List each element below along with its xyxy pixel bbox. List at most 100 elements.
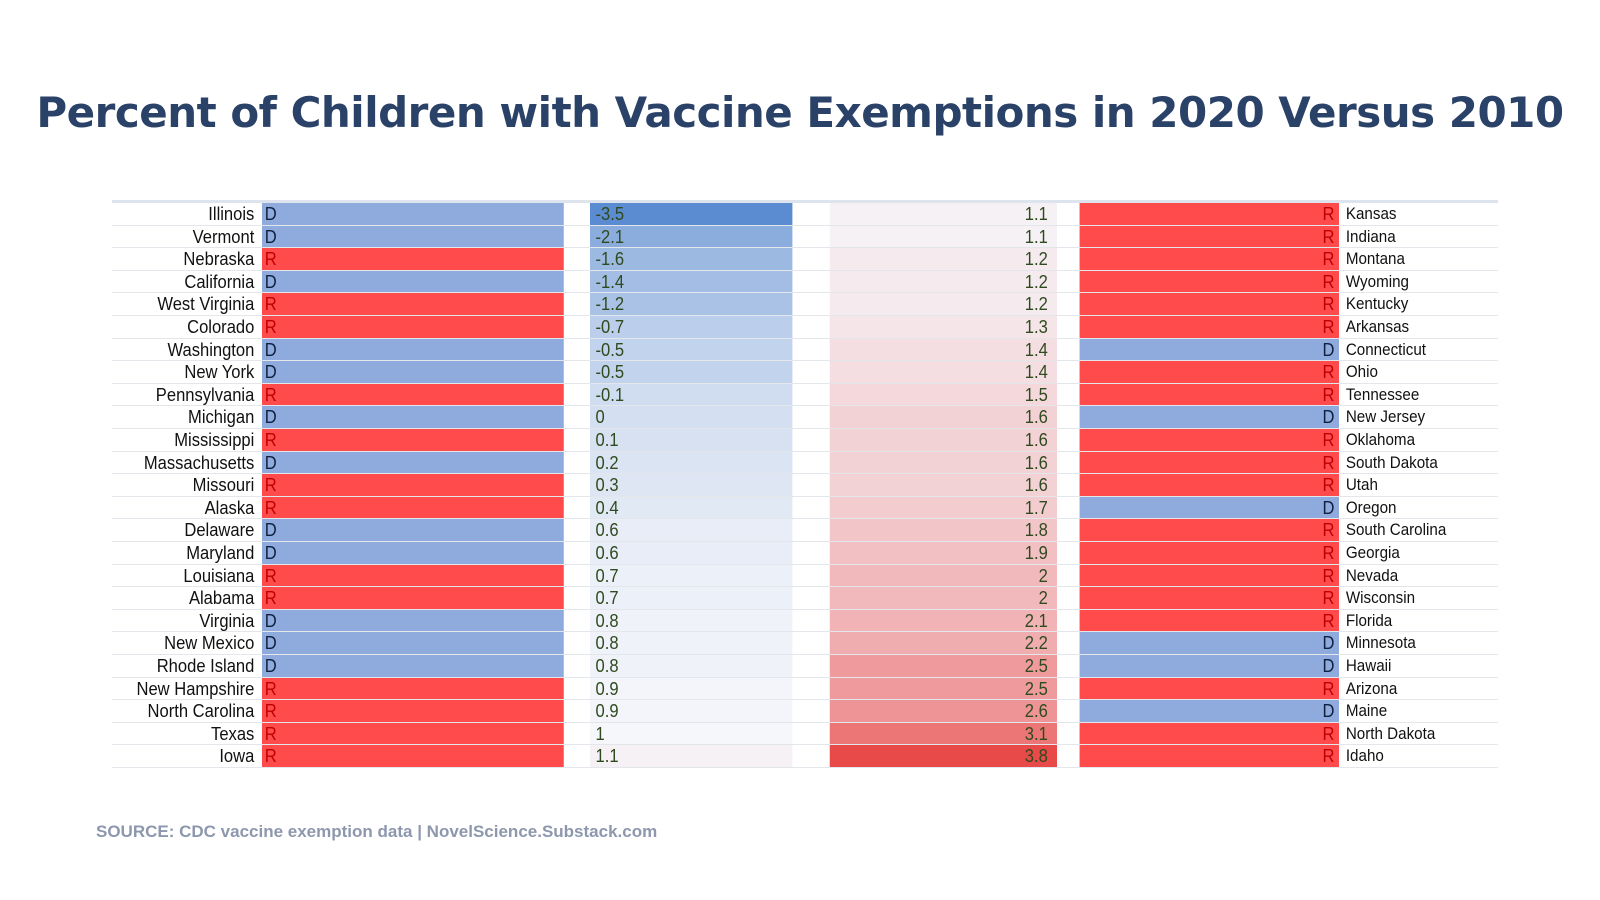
left-party-cell: D (262, 632, 564, 654)
left-party-cell: R (262, 587, 564, 609)
left-state-label: Rhode Island (156, 656, 255, 676)
table-row: Missouri R 0.3 1.6 R Utah (112, 474, 1498, 497)
table-row: Delaware D 0.6 1.8 R South Carolina (112, 519, 1498, 542)
right-value-cell: 2.2 (829, 632, 1057, 654)
right-value-cell: 1.1 (829, 225, 1057, 248)
left-state-label: Texas (211, 723, 255, 744)
left-value-cell: 0.4 (590, 496, 793, 519)
table-row: New York D -0.5 1.4 R Ohio (112, 361, 1498, 384)
right-state-label: New Jersey (1345, 408, 1426, 427)
right-value-cell: 1.7 (829, 496, 1057, 519)
right-state-label: South Carolina (1345, 521, 1447, 540)
left-party-cell: R (262, 474, 564, 496)
right-party-cell: R (1079, 519, 1339, 541)
left-value-cell: 0.2 (590, 451, 793, 474)
left-value-cell: 0.3 (590, 474, 793, 496)
right-state-label: Arkansas (1345, 318, 1410, 336)
table-row: Rhode Island D 0.8 2.5 D Hawaii (112, 655, 1498, 678)
left-state-label: Alaska (204, 497, 255, 518)
left-value-cell: -2.1 (590, 225, 793, 248)
left-state-label: Mississippi (174, 430, 255, 450)
left-party-cell: D (262, 338, 564, 361)
left-value-cell: 0.9 (590, 677, 793, 700)
right-value-cell: 1.8 (829, 519, 1057, 541)
table-row: West Virginia R -1.2 1.2 R Kentucky (112, 293, 1498, 316)
left-party-cell: R (262, 700, 564, 722)
table-row: Texas R 1 3.1 R North Dakota (112, 722, 1498, 746)
left-value-cell: 0.6 (590, 519, 793, 541)
right-state-label: Georgia (1345, 544, 1400, 562)
left-party-cell: R (262, 293, 564, 315)
left-state-label: Virginia (199, 610, 255, 631)
right-value-cell: 1.4 (829, 361, 1057, 383)
table-row: Vermont D -2.1 1.1 R Indiana (112, 225, 1498, 249)
right-value-cell: 1.6 (829, 474, 1057, 496)
table-row: North Carolina R 0.9 2.6 D Maine (112, 700, 1498, 723)
right-party-cell: R (1079, 248, 1339, 270)
right-party-cell: D (1079, 496, 1339, 519)
table-row: Alaska R 0.4 1.7 D Oregon (112, 496, 1498, 520)
right-state-label: Montana (1345, 250, 1405, 269)
table-row: Michigan D 0 1.6 D New Jersey (112, 406, 1498, 429)
left-party-cell: R (262, 248, 564, 270)
left-value-cell: 0.9 (590, 700, 793, 722)
right-party-cell: R (1079, 609, 1339, 632)
table-row: Colorado R -0.7 1.3 R Arkansas (112, 316, 1498, 339)
right-value-cell: 3.1 (829, 722, 1057, 745)
right-value-cell: 2.1 (829, 609, 1057, 632)
source-note: SOURCE: CDC vaccine exemption data | Nov… (96, 822, 658, 841)
left-state-label: California (184, 271, 255, 292)
right-state-label: Ohio (1345, 363, 1378, 382)
left-state-label: Delaware (184, 520, 255, 541)
right-party-cell: R (1079, 542, 1339, 564)
table-row: California D -1.4 1.2 R Wyoming (112, 270, 1498, 294)
table-row: Massachusetts D 0.2 1.6 R South Dakota (112, 451, 1498, 475)
table-top-border (112, 200, 1498, 203)
right-party-cell: R (1079, 293, 1339, 315)
left-state-label: Missouri (192, 475, 255, 496)
table-row: Iowa R 1.1 3.8 R Idaho (112, 745, 1498, 768)
left-value-cell: -0.5 (590, 361, 793, 383)
right-value-cell: 1.2 (829, 248, 1057, 270)
right-state-label: Oregon (1345, 498, 1397, 517)
left-state-label: New Hampshire (136, 678, 255, 699)
left-state-label: Maryland (186, 543, 255, 563)
left-party-cell: D (262, 542, 564, 564)
left-party-cell: R (262, 745, 564, 767)
left-value-cell: 0.7 (590, 587, 793, 609)
left-value-cell: 1 (590, 722, 793, 745)
table-row: Maryland D 0.6 1.9 R Georgia (112, 542, 1498, 565)
left-party-cell: D (262, 451, 564, 474)
right-value-cell: 1.9 (829, 542, 1057, 564)
right-value-cell: 1.1 (829, 203, 1057, 225)
left-value-cell: -1.6 (590, 248, 793, 270)
left-party-cell: D (262, 519, 564, 541)
left-party-cell: D (262, 609, 564, 632)
left-party-cell: D (262, 203, 564, 225)
right-state-label: Utah (1345, 476, 1378, 495)
left-state-label: Alabama (188, 588, 255, 609)
right-state-label: Indiana (1345, 227, 1396, 246)
left-state-label: Nebraska (183, 249, 255, 270)
right-state-label: Kansas (1345, 205, 1397, 223)
right-party-cell: R (1079, 745, 1339, 767)
left-value-cell: -3.5 (590, 203, 793, 225)
left-state-label: Iowa (219, 746, 255, 767)
right-value-cell: 1.2 (829, 270, 1057, 293)
left-party-cell: R (262, 496, 564, 519)
right-value-cell: 2.5 (829, 655, 1057, 677)
right-value-cell: 1.5 (829, 383, 1057, 406)
right-state-label: Maine (1345, 702, 1388, 721)
right-value-cell: 1.2 (829, 293, 1057, 315)
left-party-cell: R (262, 383, 564, 406)
right-value-cell: 1.6 (829, 429, 1057, 451)
right-party-cell: R (1079, 474, 1339, 496)
table-row: Virginia D 0.8 2.1 R Florida (112, 609, 1498, 633)
right-value-cell: 2 (829, 587, 1057, 609)
left-party-cell: R (262, 722, 564, 745)
table-row: Alabama R 0.7 2 R Wisconsin (112, 587, 1498, 610)
right-party-cell: D (1079, 338, 1339, 361)
right-value-cell: 2 (829, 564, 1057, 587)
right-value-cell: 1.6 (829, 451, 1057, 474)
right-state-label: South Dakota (1345, 453, 1438, 472)
